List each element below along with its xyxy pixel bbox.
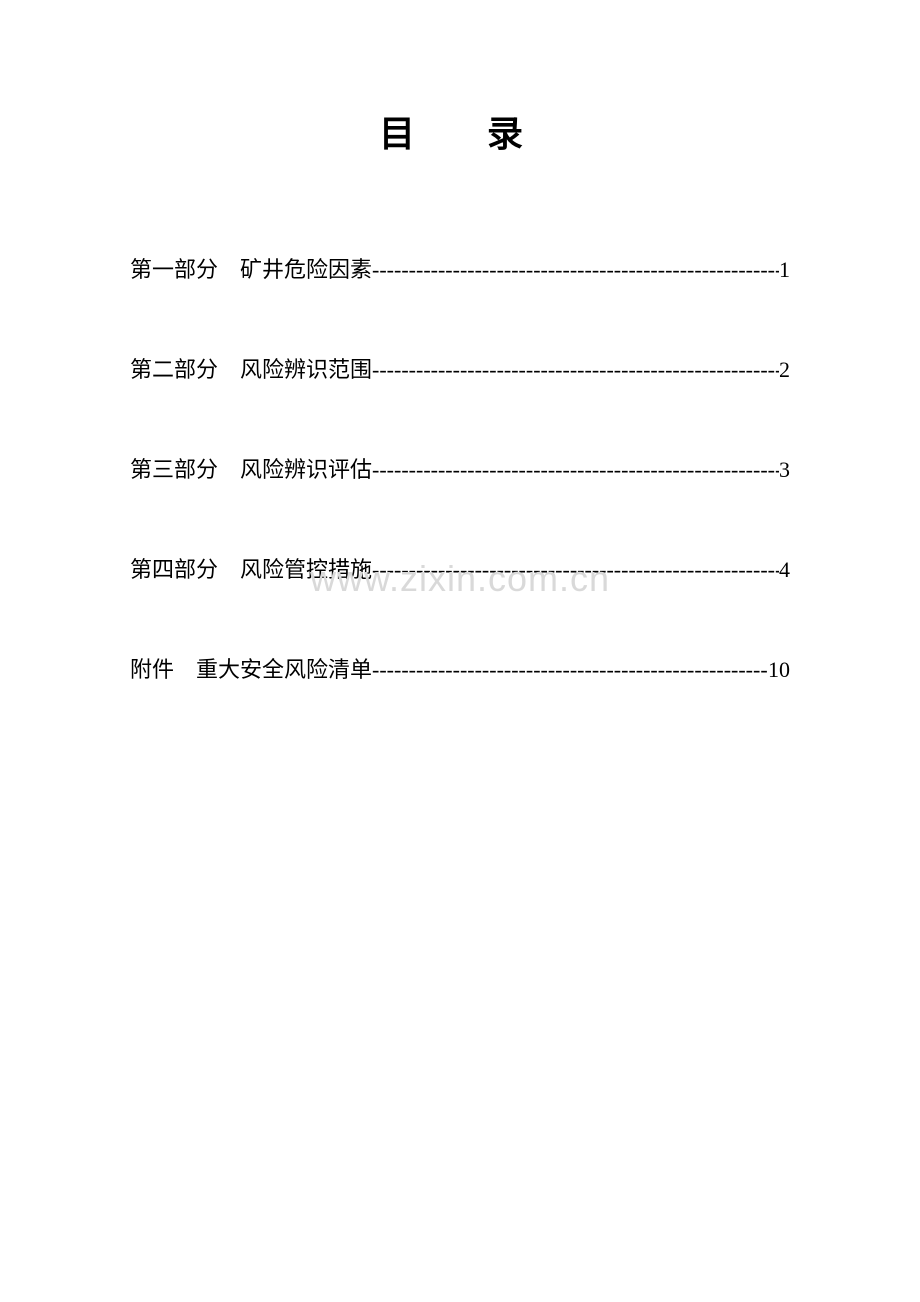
toc-page-number: 2: [779, 357, 790, 383]
document-page: 目 录 第一部分 矿井危险因素 ------------------------…: [0, 0, 920, 684]
toc-label: 重大安全风险清单: [196, 652, 372, 684]
toc-prefix: 第二部分: [130, 352, 218, 384]
toc-leader: ----------------------------------------…: [372, 557, 779, 583]
toc-entry: 第四部分 风险管控措施 ----------------------------…: [130, 552, 790, 584]
toc-label: 风险辨识评估: [240, 452, 372, 484]
toc-prefix: 第一部分: [130, 252, 218, 284]
toc-label: 风险辨识范围: [240, 352, 372, 384]
toc-page-number: 1: [779, 257, 790, 283]
toc-entry: 第三部分 风险辨识评估 ----------------------------…: [130, 452, 790, 484]
toc-leader: ----------------------------------------…: [372, 657, 768, 683]
toc-label: 风险管控措施: [240, 552, 372, 584]
toc-entry: 第二部分 风险辨识范围 ----------------------------…: [130, 352, 790, 384]
toc-entry: 附件 重大安全风险清单 ----------------------------…: [130, 652, 790, 684]
toc-prefix: 第三部分: [130, 452, 218, 484]
toc-prefix: 附件: [130, 652, 174, 684]
toc-leader: ----------------------------------------…: [372, 357, 779, 383]
toc-title: 目 录: [130, 105, 790, 157]
toc-label: 矿井危险因素: [240, 252, 372, 284]
toc-prefix: 第四部分: [130, 552, 218, 584]
toc-page-number: 4: [779, 557, 790, 583]
toc-leader: ----------------------------------------…: [372, 257, 779, 283]
toc-entry: 第一部分 矿井危险因素 ----------------------------…: [130, 252, 790, 284]
toc-page-number: 10: [768, 657, 790, 683]
toc-leader: ----------------------------------------…: [372, 457, 779, 483]
toc-page-number: 3: [779, 457, 790, 483]
